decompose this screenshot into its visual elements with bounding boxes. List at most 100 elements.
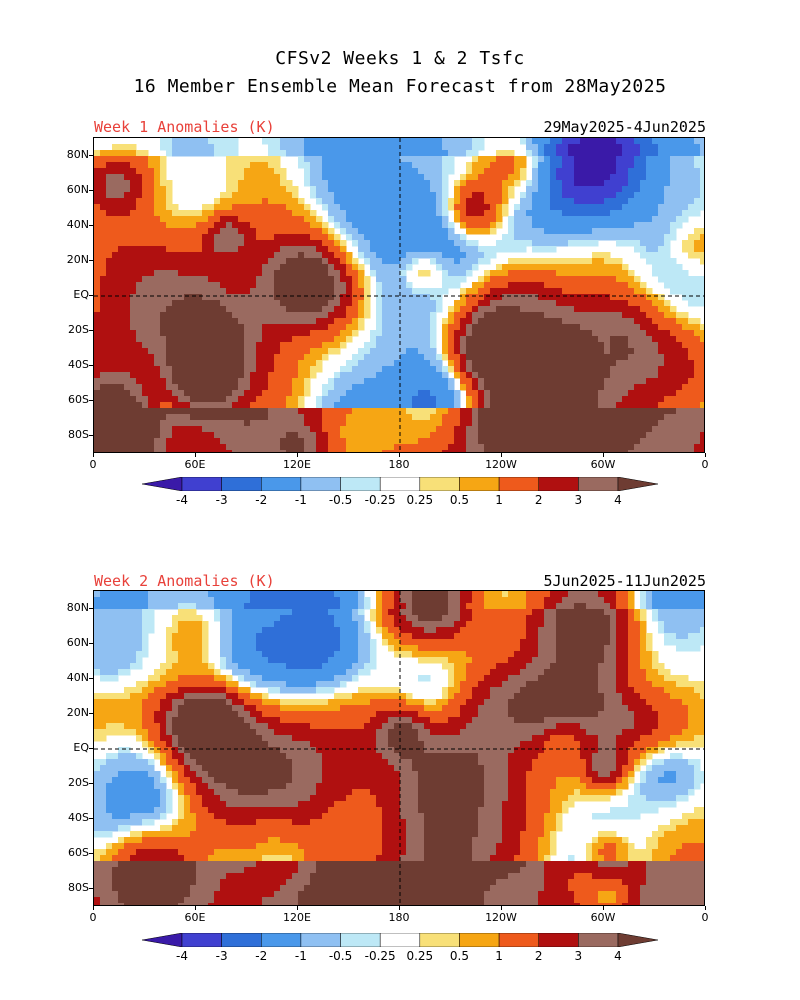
anomaly-cell bbox=[682, 270, 689, 277]
anomaly-cell bbox=[598, 432, 605, 439]
anomaly-cell bbox=[352, 354, 359, 361]
anomaly-cell bbox=[358, 360, 365, 367]
anomaly-cell bbox=[316, 342, 323, 349]
anomaly-cell bbox=[658, 144, 665, 151]
anomaly-cell bbox=[112, 216, 119, 223]
anomaly-cell bbox=[412, 162, 419, 169]
anomaly-cell bbox=[526, 192, 533, 199]
anomaly-cell bbox=[148, 228, 155, 235]
anomaly-cell bbox=[508, 216, 515, 223]
anomaly-cell bbox=[268, 264, 275, 271]
anomaly-cell bbox=[334, 312, 341, 319]
anomaly-cell bbox=[148, 366, 155, 373]
anomaly-cell bbox=[274, 300, 281, 307]
anomaly-cell bbox=[508, 222, 515, 229]
anomaly-cell bbox=[226, 276, 233, 283]
anomaly-cell bbox=[640, 450, 647, 452]
anomaly-cell bbox=[244, 348, 251, 355]
anomaly-cell bbox=[472, 396, 479, 403]
anomaly-cell bbox=[136, 318, 143, 325]
anomaly-cell bbox=[388, 156, 395, 163]
anomaly-cell bbox=[280, 276, 287, 283]
anomaly-cell bbox=[298, 372, 305, 379]
anomaly-cell bbox=[262, 420, 269, 427]
anomaly-cell bbox=[532, 198, 539, 205]
anomaly-cell bbox=[472, 144, 479, 151]
anomaly-cell bbox=[616, 408, 623, 415]
anomaly-cell bbox=[106, 384, 113, 391]
anomaly-cell bbox=[118, 150, 125, 157]
anomaly-cell bbox=[592, 168, 599, 175]
anomaly-cell bbox=[562, 294, 569, 301]
anomaly-cell bbox=[382, 348, 389, 355]
anomaly-cell bbox=[346, 186, 353, 193]
anomaly-cell bbox=[604, 354, 611, 361]
anomaly-cell bbox=[520, 378, 527, 385]
anomaly-cell bbox=[682, 426, 689, 433]
anomaly-cell bbox=[256, 342, 263, 349]
anomaly-cell bbox=[640, 354, 647, 361]
anomaly-cell bbox=[664, 432, 671, 439]
anomaly-cell bbox=[316, 282, 323, 289]
anomaly-cell bbox=[550, 168, 557, 175]
anomaly-cell bbox=[622, 438, 629, 445]
anomaly-cell bbox=[634, 312, 641, 319]
anomaly-cell bbox=[148, 210, 155, 217]
anomaly-cell bbox=[532, 282, 539, 289]
anomaly-cell bbox=[508, 276, 515, 283]
anomaly-cell bbox=[208, 222, 215, 229]
anomaly-cell bbox=[202, 210, 209, 217]
anomaly-cell bbox=[460, 270, 467, 277]
anomaly-cell bbox=[136, 288, 143, 295]
anomaly-cell bbox=[538, 180, 545, 187]
anomaly-cell bbox=[574, 162, 581, 169]
anomaly-cell bbox=[322, 222, 329, 229]
anomaly-cell bbox=[700, 234, 704, 241]
anomaly-cell bbox=[244, 216, 251, 223]
anomaly-cell bbox=[586, 204, 593, 211]
anomaly-cell bbox=[544, 342, 551, 349]
anomaly-cell bbox=[304, 204, 311, 211]
anomaly-cell bbox=[268, 342, 275, 349]
anomaly-cell bbox=[700, 288, 704, 295]
anomaly-cell bbox=[604, 282, 611, 289]
anomaly-cell bbox=[292, 198, 299, 205]
anomaly-cell bbox=[574, 138, 581, 145]
anomaly-cell bbox=[490, 222, 497, 229]
anomaly-cell bbox=[418, 180, 425, 187]
anomaly-cell bbox=[520, 450, 527, 452]
anomaly-cell bbox=[202, 426, 209, 433]
anomaly-cell bbox=[562, 330, 569, 337]
anomaly-cell bbox=[190, 402, 197, 409]
anomaly-cell bbox=[652, 390, 659, 397]
anomaly-cell bbox=[472, 330, 479, 337]
anomaly-cell bbox=[244, 264, 251, 271]
anomaly-cell bbox=[412, 348, 419, 355]
anomaly-cell bbox=[334, 402, 341, 409]
anomaly-cell bbox=[394, 432, 401, 439]
anomaly-cell bbox=[100, 210, 107, 217]
anomaly-cell bbox=[508, 186, 515, 193]
anomaly-cell bbox=[436, 354, 443, 361]
anomaly-cell bbox=[694, 180, 701, 187]
anomaly-cell bbox=[394, 420, 401, 427]
anomaly-cell bbox=[550, 366, 557, 373]
anomaly-cell bbox=[130, 342, 137, 349]
anomaly-cell bbox=[124, 390, 131, 397]
anomaly-cell bbox=[370, 270, 377, 277]
anomaly-cell bbox=[436, 234, 443, 241]
anomaly-cell bbox=[106, 324, 113, 331]
anomaly-cell bbox=[286, 342, 293, 349]
anomaly-cell bbox=[94, 384, 101, 391]
anomaly-cell bbox=[220, 282, 227, 289]
anomaly-cell bbox=[436, 306, 443, 313]
anomaly-cell bbox=[208, 300, 215, 307]
anomaly-cell bbox=[310, 240, 317, 247]
anomaly-cell bbox=[544, 222, 551, 229]
anomaly-cell bbox=[520, 336, 527, 343]
anomaly-cell bbox=[466, 354, 473, 361]
anomaly-cell bbox=[682, 402, 689, 409]
anomaly-cell bbox=[526, 294, 533, 301]
anomaly-cell bbox=[334, 282, 341, 289]
anomaly-cell bbox=[310, 372, 317, 379]
